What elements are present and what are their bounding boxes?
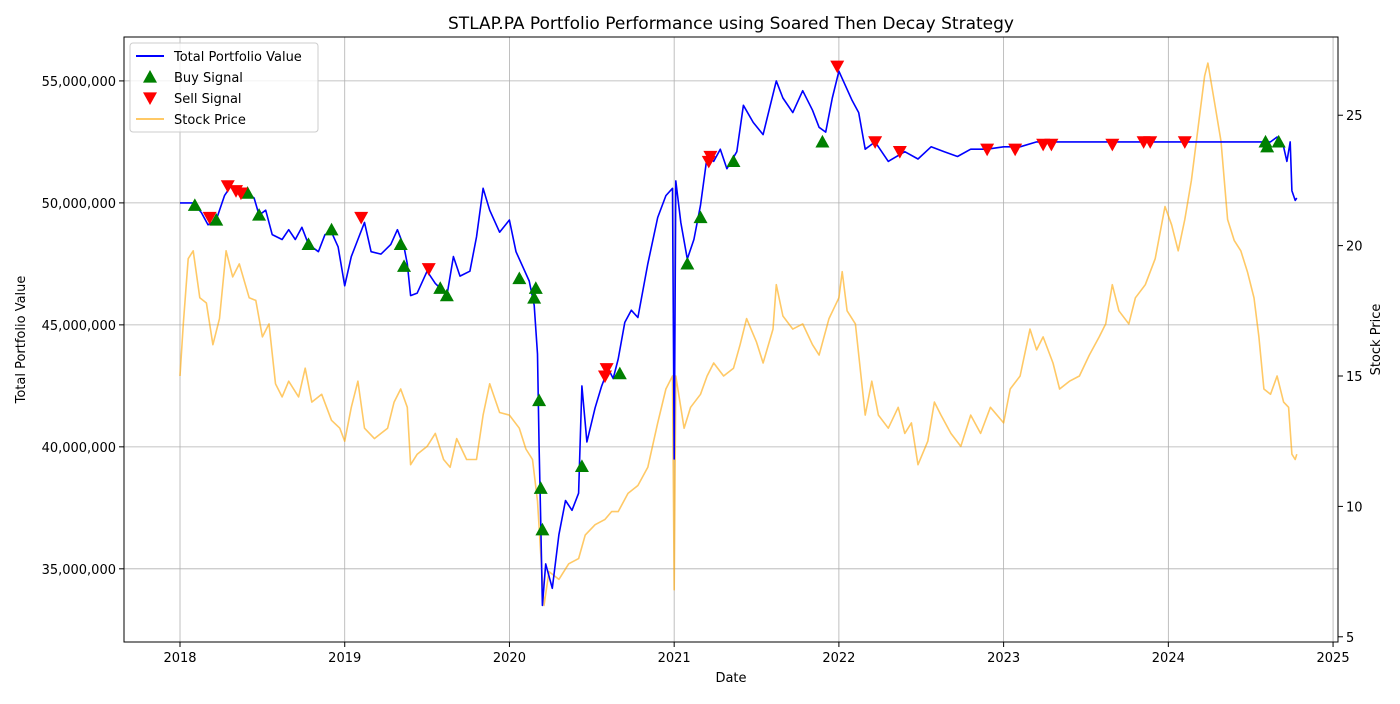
x-tick-label: 2023: [987, 651, 1020, 666]
legend-swatch-sell: [143, 92, 157, 105]
legend: Total Portfolio Value Buy Signal Sell Si…: [129, 42, 319, 133]
stock-price-series: [179, 62, 1298, 607]
x-tick-label: 2022: [822, 651, 855, 666]
y2-tick-label: 10: [1346, 500, 1363, 515]
legend-label-sell: Sell Signal: [174, 92, 242, 107]
stock-price-line: [179, 62, 1298, 607]
buy-signal-marker: [532, 393, 547, 407]
signal-markers: [187, 60, 1286, 536]
buy-signal-marker: [324, 222, 339, 236]
buy-signal-marker: [512, 271, 527, 285]
y2-tick-label: 15: [1346, 370, 1363, 385]
buy-signal-marker: [527, 291, 542, 304]
buy-signal-marker: [680, 256, 695, 270]
legend-label-buy: Buy Signal: [174, 71, 243, 86]
buy-signal-marker: [209, 212, 224, 226]
sell-signal-marker: [1143, 136, 1158, 149]
sell-signal-marker: [868, 136, 883, 149]
sell-signal-marker: [703, 150, 718, 164]
portfolio-value-line: [180, 70, 1298, 607]
portfolio-value-series: [180, 70, 1298, 607]
buy-signal-marker: [187, 198, 202, 211]
chart-title: STLAP.PA Portfolio Performance using Soa…: [448, 14, 1014, 34]
buy-signal-marker: [393, 237, 408, 250]
y-axis-title: Total Portfolio Value: [14, 276, 29, 405]
sell-signal-marker: [1105, 138, 1120, 152]
buy-signal-marker: [574, 459, 589, 472]
sell-signal-marker: [421, 263, 436, 276]
y-tick-label: 50,000,000: [42, 197, 116, 212]
buy-signal-marker: [301, 237, 316, 250]
sell-signal-marker: [830, 60, 845, 74]
buy-signal-marker: [1260, 139, 1275, 153]
y2-tick-label: 5: [1346, 631, 1354, 646]
buy-signal-marker: [528, 281, 543, 294]
sell-signal-marker: [892, 146, 907, 159]
sell-signal-marker: [1177, 136, 1192, 149]
sell-signal-marker: [1008, 143, 1023, 157]
buy-signal-marker: [397, 259, 412, 272]
buy-signal-marker: [439, 288, 454, 302]
buy-signal-marker: [726, 154, 741, 168]
y2-tick-label: 20: [1346, 240, 1363, 255]
sell-signal-marker: [599, 363, 614, 376]
x-axis-title: Date: [715, 671, 746, 686]
sell-signal-marker: [220, 180, 235, 193]
y-tick-label: 35,000,000: [42, 563, 116, 578]
y-tick-label: 55,000,000: [42, 75, 116, 90]
buy-signal-marker: [433, 281, 448, 294]
y2-axis-title: Stock Price: [1369, 304, 1384, 376]
buy-signal-marker: [612, 366, 627, 380]
legend-label-stock-price: Stock Price: [174, 113, 246, 128]
buy-signal-marker: [1271, 134, 1286, 148]
plot-area-frame: [123, 36, 1339, 643]
sell-signal-marker: [980, 143, 995, 157]
x-tick-label: 2021: [658, 651, 691, 666]
grid-lines: [124, 37, 1338, 642]
legend-label-portfolio: Total Portfolio Value: [173, 50, 302, 65]
x-tick-label: 2025: [1317, 651, 1350, 666]
buy-signal-marker: [240, 186, 255, 199]
sell-signal-marker: [202, 211, 217, 225]
x-tick-label: 2018: [163, 651, 196, 666]
buy-signal-marker: [533, 481, 548, 494]
y-tick-label: 45,000,000: [42, 319, 116, 334]
sell-signal-marker: [597, 370, 612, 384]
buy-signal-marker: [815, 134, 830, 148]
sell-signal-marker: [1044, 138, 1059, 152]
sell-signal-marker: [354, 211, 369, 225]
legend-box: [129, 42, 319, 133]
sell-signal-marker: [233, 187, 248, 201]
x-tick-label: 2024: [1152, 651, 1185, 666]
y-tick-label: 40,000,000: [42, 441, 116, 456]
legend-swatch-buy: [143, 70, 157, 83]
axes: 2018 2019 2020 2021 2022 2023 2024 202535,000,0…: [42, 75, 1363, 666]
buy-signal-marker: [535, 522, 550, 536]
x-tick-label: 2019: [328, 651, 361, 666]
buy-signal-marker: [693, 210, 708, 224]
x-tick-label: 2020: [493, 651, 526, 666]
buy-signal-marker: [252, 208, 267, 221]
y2-tick-label: 25: [1346, 109, 1363, 124]
